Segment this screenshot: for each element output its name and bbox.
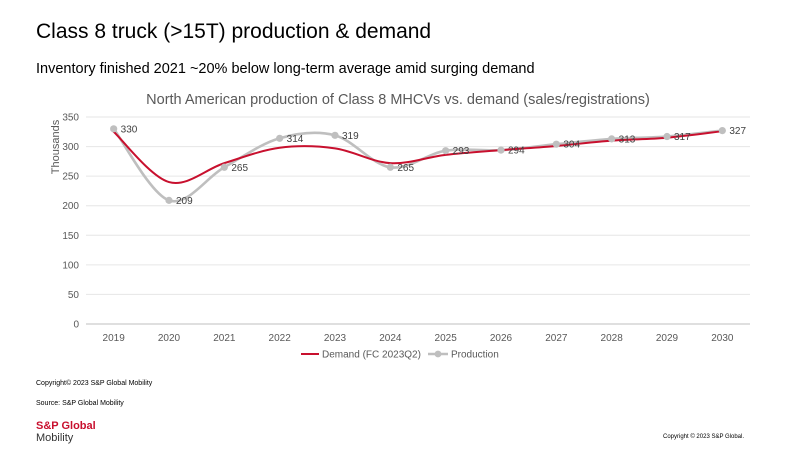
x-tick-label: 2029 <box>656 333 679 344</box>
gridlines <box>86 116 750 325</box>
production-data-label: 293 <box>453 146 470 157</box>
y-tick-label: 350 <box>62 113 79 124</box>
x-tick-label: 2022 <box>269 333 292 344</box>
copyright-note: Copyright© 2023 S&P Global Mobility <box>36 380 153 387</box>
source-note: Source: S&P Global Mobility <box>36 400 124 407</box>
production-point <box>220 163 228 171</box>
y-tick-label: 300 <box>62 142 79 153</box>
production-point <box>552 140 560 148</box>
x-tick-label: 2024 <box>379 333 402 344</box>
production-data-label: 313 <box>619 134 636 145</box>
x-tick-label: 2027 <box>545 333 568 344</box>
chart-title: North American production of Class 8 MHC… <box>146 92 650 108</box>
production-data-label: 265 <box>231 163 248 174</box>
x-tick-label: 2019 <box>103 333 126 344</box>
production-data-label: 294 <box>508 146 525 157</box>
legend-production-label: Production <box>451 350 499 361</box>
legend-production-marker <box>434 350 442 358</box>
production-point <box>276 134 284 142</box>
legend: Demand (FC 2023Q2) Production <box>301 350 499 361</box>
y-tick-label: 150 <box>62 231 79 242</box>
production-data-label: 327 <box>729 126 746 137</box>
production-data-label: 319 <box>342 131 359 142</box>
production-point <box>110 125 118 133</box>
y-tick-label: 0 <box>73 320 79 331</box>
y-axis-ticks: 0 50 100 150 200 250 300 350 <box>62 113 79 331</box>
copyright-footer: Copyright © 2023 S&P Global. <box>663 434 745 440</box>
y-tick-label: 200 <box>62 201 79 212</box>
x-tick-label: 2026 <box>490 333 513 344</box>
logo-wordmark: S&P Global <box>36 420 96 432</box>
data-labels: 330 209 265 314 319 265 293 294 304 313 317 327 <box>121 124 747 207</box>
slide-subtitle: Inventory finished 2021 ~20% below long-… <box>36 61 535 77</box>
production-data-label: 317 <box>674 132 691 143</box>
production-point <box>165 196 173 204</box>
x-tick-label: 2030 <box>711 333 734 344</box>
y-tick-label: 250 <box>62 172 79 183</box>
x-tick-label: 2025 <box>435 333 458 344</box>
data-points <box>110 125 726 204</box>
production-point <box>331 131 339 139</box>
logo-division: Mobility <box>36 432 74 444</box>
x-tick-label: 2028 <box>601 333 624 344</box>
x-tick-label: 2021 <box>213 333 236 344</box>
production-data-label: 314 <box>287 134 304 145</box>
production-point <box>718 127 726 135</box>
production-point <box>497 146 505 154</box>
production-data-label: 330 <box>121 124 138 135</box>
x-tick-label: 2020 <box>158 333 181 344</box>
y-axis-label: Thousands <box>50 119 62 174</box>
production-point <box>386 163 394 171</box>
production-point <box>663 132 671 141</box>
production-data-label: 209 <box>176 196 193 207</box>
legend-demand-label: Demand (FC 2023Q2) <box>322 350 421 361</box>
x-axis-ticks: 2019 2020 2021 2022 2023 2024 2025 2026 2027 2028… <box>103 333 734 344</box>
production-data-label: 265 <box>397 163 414 174</box>
y-tick-label: 50 <box>68 290 80 301</box>
production-point <box>608 135 616 143</box>
production-data-label: 304 <box>563 140 580 151</box>
slide-title: Class 8 truck (>15T) production & demand <box>36 20 432 43</box>
x-tick-label: 2023 <box>324 333 347 344</box>
company-logo: S&P Global Mobility <box>36 420 96 444</box>
production-point <box>442 147 450 155</box>
y-tick-label: 100 <box>62 260 79 271</box>
